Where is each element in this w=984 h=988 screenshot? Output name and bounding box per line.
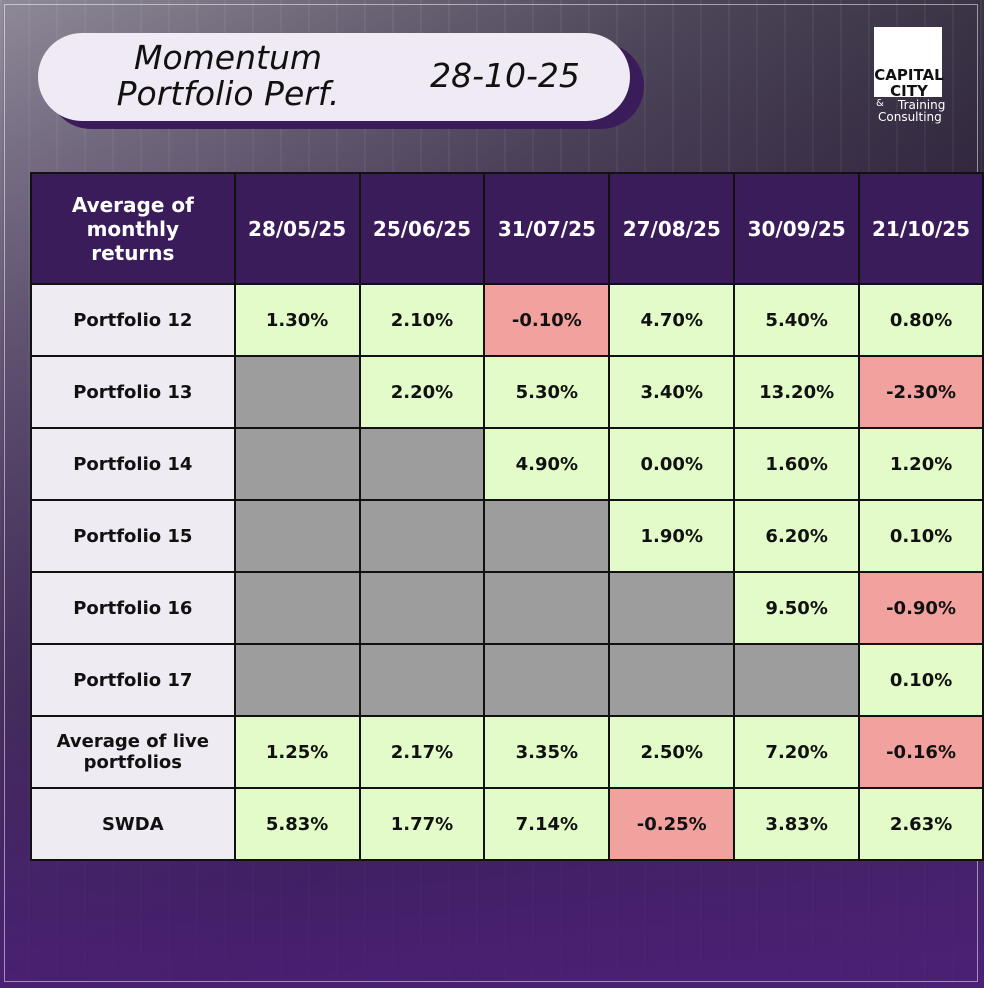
cell: -0.16%	[858, 715, 984, 789]
cell: 1.20%	[858, 427, 984, 501]
table-row: Portfolio 17 0.10%	[30, 643, 984, 717]
column-header: 31/07/25	[483, 172, 611, 285]
cell	[233, 643, 361, 717]
cell: -0.10%	[483, 283, 611, 357]
date: 28-10-25	[430, 56, 580, 95]
cell: 3.35%	[483, 715, 611, 789]
cell	[733, 643, 861, 717]
cell: 5.40%	[733, 283, 861, 357]
row-label: Average of live portfolios	[30, 715, 236, 789]
cell	[233, 355, 361, 429]
table-row: Portfolio 12 1.30% 2.10% -0.10% 4.70% 5.40% 0.…	[30, 283, 984, 357]
cell	[358, 499, 486, 573]
logo-text: CITY	[890, 82, 928, 100]
table-row: Average of live portfolios 1.25% 2.17% 3.35…	[30, 715, 984, 789]
cell: 7.20%	[733, 715, 861, 789]
cell: 2.20%	[358, 355, 486, 429]
row-label: SWDA	[30, 787, 236, 861]
cell	[608, 571, 736, 645]
cell	[608, 643, 736, 717]
cell	[483, 499, 611, 573]
cell: -0.25%	[608, 787, 736, 861]
column-header: 30/09/25	[733, 172, 861, 285]
cell: 9.50%	[733, 571, 861, 645]
row-label: Portfolio 12	[30, 283, 236, 357]
cell: 1.77%	[358, 787, 486, 861]
logo-tagline: Training	[898, 98, 946, 112]
cell	[358, 427, 486, 501]
cell: 1.25%	[233, 715, 361, 789]
cell: -2.30%	[858, 355, 984, 429]
table-row: Portfolio 15 1.90% 6.20% 0.10%	[30, 499, 984, 573]
returns-table: Average of monthly returns 28/05/25 25/06/…	[30, 172, 984, 861]
cell	[233, 427, 361, 501]
cell: 2.10%	[358, 283, 486, 357]
cell: 1.60%	[733, 427, 861, 501]
cell: 5.83%	[233, 787, 361, 861]
row-label: Portfolio 16	[30, 571, 236, 645]
header-row: Average of monthly returns 28/05/25 25/06/…	[30, 172, 984, 285]
cell	[483, 571, 611, 645]
row-label: Portfolio 14	[30, 427, 236, 501]
cell: 5.30%	[483, 355, 611, 429]
cell: 0.10%	[858, 643, 984, 717]
title-line: Portfolio Perf.	[116, 74, 340, 113]
row-label: Portfolio 13	[30, 355, 236, 429]
logo-tagline: Consulting	[878, 110, 942, 124]
table-row: Portfolio 16 9.50% -0.90%	[30, 571, 984, 645]
cell: 13.20%	[733, 355, 861, 429]
cell: 0.80%	[858, 283, 984, 357]
cell: 0.00%	[608, 427, 736, 501]
table-row: Portfolio 13 2.20% 5.30% 3.40% 13.20% -2.30%	[30, 355, 984, 429]
logo-box	[874, 27, 942, 97]
cell: 4.70%	[608, 283, 736, 357]
cell	[483, 643, 611, 717]
cell	[358, 643, 486, 717]
column-header: 27/08/25	[608, 172, 736, 285]
cell: 2.17%	[358, 715, 486, 789]
cell: 3.83%	[733, 787, 861, 861]
logo-text: CAPITAL	[874, 66, 944, 84]
title-pill	[38, 33, 630, 121]
cell: 4.90%	[483, 427, 611, 501]
cell: 3.40%	[608, 355, 736, 429]
cell: 7.14%	[483, 787, 611, 861]
cell: 6.20%	[733, 499, 861, 573]
logo-tagline: &	[876, 98, 884, 109]
column-header: 28/05/25	[233, 172, 361, 285]
cell: 2.63%	[858, 787, 984, 861]
cell	[233, 499, 361, 573]
row-label: Portfolio 15	[30, 499, 236, 573]
table-row: SWDA 5.83% 1.77% 7.14% -0.25% 3.83% 2.63%	[30, 787, 984, 861]
cell: 0.10%	[858, 499, 984, 573]
cell: 1.90%	[608, 499, 736, 573]
column-header: Average of monthly returns	[30, 172, 236, 285]
cell: -0.90%	[858, 571, 984, 645]
cell	[358, 571, 486, 645]
table-row: Portfolio 14 4.90% 0.00% 1.60% 1.20%	[30, 427, 984, 501]
cell: 1.30%	[233, 283, 361, 357]
title-line: Momentum	[133, 38, 323, 77]
cell: 2.50%	[608, 715, 736, 789]
row-label: Portfolio 17	[30, 643, 236, 717]
cell	[233, 571, 361, 645]
column-header: 21/10/25	[858, 172, 984, 285]
column-header: 25/06/25	[358, 172, 486, 285]
